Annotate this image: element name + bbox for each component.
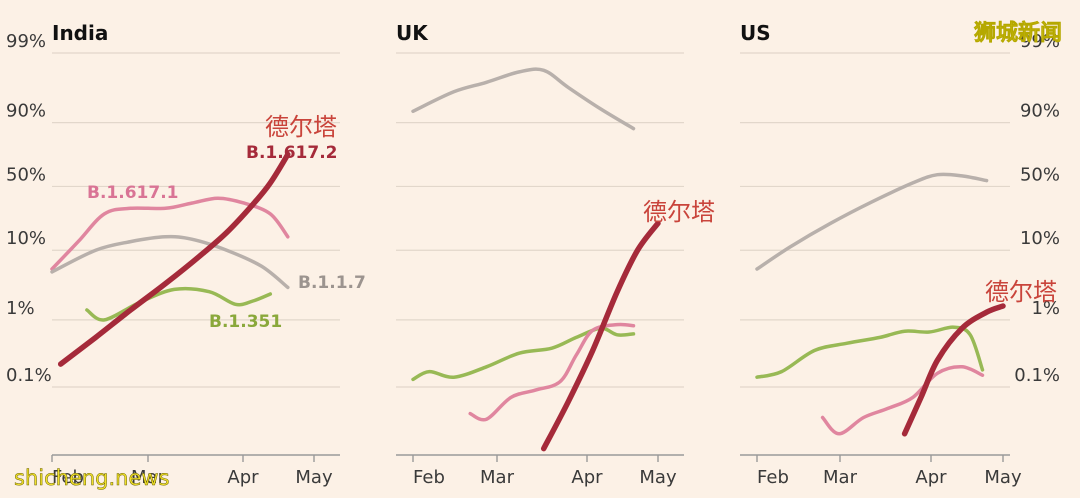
series-line-b-1-351 [85,286,273,322]
x-tick-label: Mar [131,467,166,488]
panel-india: 0.1% 1% 10% 50% 90% 99% Feb Mar Apr May India B.1.6… [6,21,366,488]
x-tick-label: Mar [823,467,858,488]
series-line-b-1-617-1 [820,365,985,436]
series-label: B.1.1.7 [298,273,366,293]
y-tick-label: 0.1% [1014,365,1060,386]
x-tick-label: Feb [52,467,84,488]
y-tick-label: 99% [6,31,46,52]
x-tick-label: Feb [413,467,445,488]
y-tick-label: 10% [6,228,46,249]
series-line-b-1-617-1 [50,196,290,271]
x-tick-label: May [295,467,333,488]
y-tick-label: 90% [1020,101,1060,122]
panel-title: India [52,21,108,45]
y-tick-label: 50% [6,164,46,185]
x-tick-label: Apr [571,467,603,488]
series-label: B.1.617.2 [246,143,337,163]
series-line-b-1-1-7 [755,172,989,271]
y-tick-label: 10% [1020,228,1060,249]
series-line-b-1-351 [411,326,636,382]
x-tick-label: May [639,467,677,488]
x-tick-label: Feb [757,467,789,488]
x-tick-label: May [984,467,1022,488]
y-tick-label: 1% [1031,298,1060,319]
series-label: B.1.617.1 [87,183,178,203]
panel-title: UK [396,21,429,45]
panel-uk: Feb Mar Apr May UK 德尔塔 [396,21,715,488]
x-tick-label: Mar [480,467,515,488]
series-line-b-1-617-2 [901,303,1006,437]
watermark-bottom: shicheng.news [14,466,170,490]
series-label: B.1.351 [209,312,282,332]
y-tick-label: 90% [6,101,46,122]
series-line-b-1-1-7 [50,234,290,290]
delta-chinese-label: 德尔塔 [643,198,715,226]
panel-title: US [740,21,771,45]
y-tick-label: 0.1% [6,365,52,386]
series-line-b-1-617-2 [57,151,291,367]
delta-chinese-label: 德尔塔 [265,113,337,141]
y-tick-label: 1% [6,298,35,319]
series-line-b-1-1-7 [411,67,636,131]
x-tick-label: Apr [227,467,259,488]
watermark-top: 狮城新闻 [974,20,1062,46]
series-line-b-1-617-2 [540,220,661,452]
x-tick-label: Apr [915,467,947,488]
series-line-b-1-617-1 [468,322,636,422]
panel-us: 0.1% 1% 10% 50% 90% 99% Feb Mar Apr May US 德尔塔 [740,21,1060,488]
y-tick-label: 50% [1020,164,1060,185]
delta-chinese-label: 德尔塔 [985,278,1057,306]
y-tick-label: 99% [1020,31,1060,52]
